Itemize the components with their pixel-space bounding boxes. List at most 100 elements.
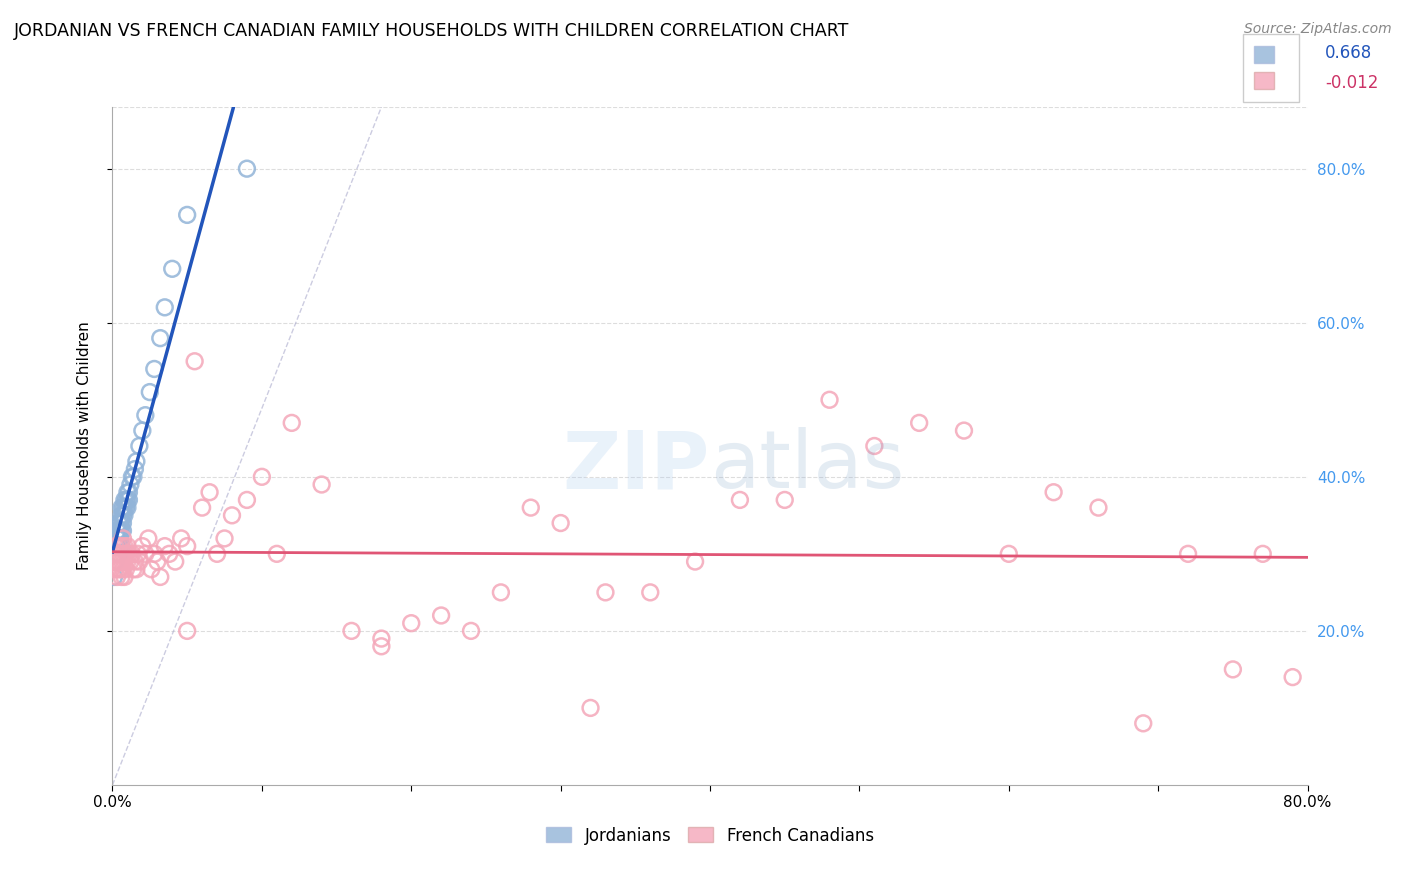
Jordanians	[117, 492, 139, 507]
French Canadians	[146, 555, 169, 569]
French Canadians	[640, 585, 662, 599]
French Canadians	[131, 539, 153, 553]
Jordanians	[107, 547, 129, 561]
Jordanians	[114, 500, 135, 515]
French Canadians	[214, 532, 236, 546]
Jordanians	[110, 516, 132, 530]
Jordanians	[110, 500, 132, 515]
French Canadians	[157, 547, 180, 561]
French Canadians	[1132, 716, 1154, 731]
French Canadians	[107, 539, 129, 553]
French Canadians	[110, 539, 132, 553]
French Canadians	[125, 562, 148, 576]
Text: ZIP: ZIP	[562, 427, 710, 506]
Text: N =: N =	[1403, 74, 1406, 92]
French Canadians	[908, 416, 931, 430]
Jordanians	[108, 516, 131, 530]
French Canadians	[111, 547, 134, 561]
French Canadians	[266, 547, 288, 561]
French Canadians	[205, 547, 228, 561]
Jordanians	[131, 424, 153, 438]
French Canadians	[111, 562, 134, 576]
Text: atlas: atlas	[710, 427, 904, 506]
French Canadians	[550, 516, 572, 530]
French Canadians	[998, 547, 1021, 561]
French Canadians	[489, 585, 512, 599]
French Canadians	[595, 585, 617, 599]
French Canadians	[773, 492, 796, 507]
Jordanians	[124, 462, 146, 476]
Jordanians	[107, 516, 129, 530]
French Canadians	[115, 547, 138, 561]
French Canadians	[1042, 485, 1064, 500]
Text: Source: ZipAtlas.com: Source: ZipAtlas.com	[1244, 22, 1392, 37]
Jordanians	[111, 500, 134, 515]
French Canadians	[117, 539, 139, 553]
Jordanians	[107, 539, 129, 553]
French Canadians	[149, 570, 172, 584]
Jordanians	[110, 524, 132, 538]
Jordanians	[111, 524, 134, 538]
Jordanians	[110, 508, 132, 523]
French Canadians	[579, 701, 602, 715]
Jordanians	[121, 470, 143, 484]
French Canadians	[1087, 500, 1109, 515]
French Canadians	[340, 624, 363, 638]
French Canadians	[138, 532, 160, 546]
French Canadians	[183, 354, 205, 368]
French Canadians	[460, 624, 482, 638]
Jordanians	[118, 485, 141, 500]
French Canadians	[127, 547, 149, 561]
Jordanians	[114, 508, 135, 523]
French Canadians	[818, 392, 841, 407]
French Canadians	[122, 562, 145, 576]
French Canadians	[118, 547, 141, 561]
French Canadians	[165, 555, 187, 569]
Jordanians	[114, 492, 135, 507]
Jordanians	[118, 492, 141, 507]
French Canadians	[107, 555, 129, 569]
Jordanians	[162, 261, 183, 276]
Jordanians	[128, 439, 150, 453]
French Canadians	[221, 508, 243, 523]
French Canadians	[103, 555, 125, 569]
French Canadians	[104, 539, 127, 553]
Legend: Jordanians, French Canadians: Jordanians, French Canadians	[540, 820, 880, 851]
Jordanians	[236, 161, 259, 176]
Jordanians	[103, 570, 125, 584]
French Canadians	[176, 624, 198, 638]
French Canadians	[430, 608, 453, 623]
French Canadians	[863, 439, 886, 453]
French Canadians	[110, 555, 132, 569]
French Canadians	[121, 547, 143, 561]
Jordanians	[115, 492, 138, 507]
Jordanians	[104, 547, 127, 561]
Jordanians	[110, 539, 132, 553]
Jordanians	[105, 539, 128, 553]
Jordanians	[108, 532, 131, 546]
Jordanians	[111, 508, 134, 523]
French Canadians	[401, 616, 423, 631]
French Canadians	[198, 485, 221, 500]
Jordanians	[117, 485, 139, 500]
French Canadians	[370, 632, 392, 646]
French Canadians	[134, 547, 156, 561]
Jordanians	[105, 524, 128, 538]
French Canadians	[124, 555, 146, 569]
Jordanians	[149, 331, 172, 345]
French Canadians	[107, 562, 129, 576]
Jordanians	[139, 385, 162, 400]
French Canadians	[105, 547, 128, 561]
French Canadians	[1222, 662, 1244, 676]
French Canadians	[153, 539, 176, 553]
French Canadians	[170, 532, 193, 546]
Jordanians	[120, 477, 142, 491]
Jordanians	[143, 362, 166, 376]
French Canadians	[728, 492, 751, 507]
Text: 0.668: 0.668	[1326, 44, 1372, 62]
French Canadians	[108, 562, 131, 576]
Jordanians	[108, 524, 131, 538]
French Canadians	[120, 555, 142, 569]
French Canadians	[683, 555, 706, 569]
Jordanians	[105, 532, 128, 546]
